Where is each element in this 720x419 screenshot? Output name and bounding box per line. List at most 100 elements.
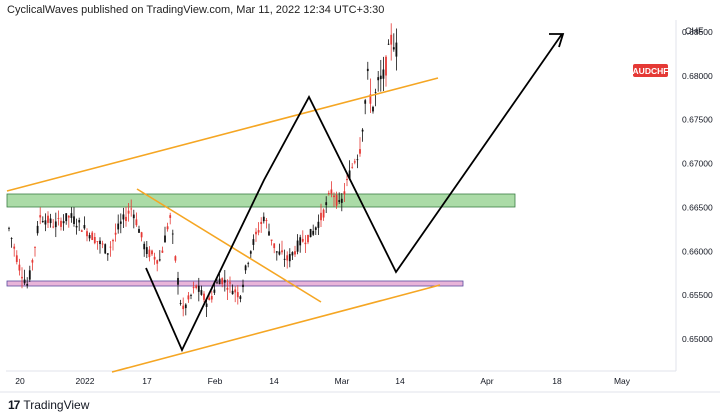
tradingview-icon: 17 [8, 398, 20, 412]
candle-body [226, 287, 229, 290]
candle-body [182, 305, 185, 310]
candle-body [304, 242, 307, 245]
candle-body [143, 243, 146, 250]
candle-body [372, 106, 374, 112]
candle-body [75, 225, 78, 228]
candle-body [262, 216, 265, 222]
candle-body [387, 43, 390, 45]
candle-body [174, 256, 177, 261]
candle-body [335, 194, 338, 206]
y-tick-label: 0.65500 [682, 290, 713, 300]
candle-body [197, 285, 200, 292]
candle-body [41, 220, 44, 222]
candle-body [26, 284, 29, 286]
candle-body [140, 232, 143, 238]
candle-body [190, 295, 192, 296]
candle-body [317, 221, 320, 228]
candle-body [10, 238, 13, 239]
candle-body [296, 240, 299, 252]
candle-body [288, 254, 291, 262]
tradingview-logo[interactable]: 17 TradingView [8, 398, 89, 412]
candle-body [236, 292, 239, 298]
candle-body [52, 226, 55, 228]
candle-body [151, 250, 153, 255]
candle-body [340, 198, 343, 203]
candle-body [218, 278, 221, 285]
candle-body [65, 213, 68, 222]
candle-body [356, 159, 359, 161]
candle-body [91, 232, 94, 241]
y-tick-label: 0.68000 [682, 71, 713, 81]
candle-body [294, 251, 296, 255]
candle-body [333, 195, 335, 198]
candle-body [312, 230, 315, 235]
candle-body [184, 304, 187, 309]
wave-projection[interactable] [145, 33, 563, 353]
candle-body [234, 289, 237, 293]
candle-body [291, 252, 294, 256]
candle-body [73, 216, 75, 224]
channel-lower-line[interactable] [111, 284, 441, 373]
candle-body [205, 303, 208, 307]
candle-body [145, 247, 148, 255]
publish-header: CyclicalWaves published on TradingView.c… [7, 4, 385, 16]
candle-body [179, 303, 182, 304]
candle-body [382, 69, 385, 79]
candle-body [93, 237, 96, 244]
candle-body [57, 218, 60, 219]
candle-body [177, 277, 179, 285]
candle-body [18, 264, 21, 271]
candle-body [117, 223, 120, 230]
candle-body [325, 202, 328, 206]
candle-body [268, 231, 270, 236]
falling-trendline[interactable] [136, 188, 322, 303]
candle-body [359, 149, 361, 154]
candle-body [86, 231, 88, 237]
candle-body [221, 278, 224, 285]
candle-body [286, 255, 289, 261]
currency-label: CHF [685, 26, 704, 36]
candle-body [270, 239, 273, 241]
brand-name: TradingView [23, 398, 90, 412]
candle-body [67, 215, 70, 218]
candle-body [171, 233, 174, 235]
candle-body [244, 265, 247, 271]
candle-body [101, 243, 104, 245]
channel-upper-line[interactable] [6, 77, 439, 192]
candle-body [208, 297, 211, 300]
candle-body [309, 229, 312, 238]
candle-body [36, 225, 39, 234]
candle-body [54, 221, 57, 228]
candle-body [322, 209, 325, 218]
resistance-zone[interactable] [6, 193, 516, 208]
x-tick-label: Feb [208, 376, 223, 386]
support-zone[interactable] [6, 280, 464, 287]
candle-body [114, 232, 117, 235]
candle-body [351, 166, 354, 168]
candle-body [164, 235, 166, 243]
y-tick-label: 0.67000 [682, 159, 713, 169]
candle-body [369, 94, 372, 104]
candle-body [216, 282, 218, 284]
candle-body [247, 263, 250, 265]
candle-body [273, 243, 276, 249]
candle-body [39, 215, 42, 218]
candle-body [395, 42, 398, 57]
candle-body [239, 296, 242, 299]
candle-body [275, 251, 278, 253]
candle-body [96, 241, 99, 243]
candle-body [148, 249, 151, 258]
candle-body [80, 230, 83, 232]
candle-body [28, 270, 31, 280]
candle-body [132, 214, 135, 219]
candle-body [112, 240, 114, 242]
candle-body [390, 34, 393, 45]
candle-body [281, 250, 283, 253]
candle-body [60, 220, 62, 227]
x-tick-label: Apr [480, 376, 493, 386]
x-tick-label: May [614, 376, 631, 386]
candle-body [70, 213, 73, 218]
candle-body [13, 246, 16, 249]
x-tick-label: 20 [15, 376, 25, 386]
